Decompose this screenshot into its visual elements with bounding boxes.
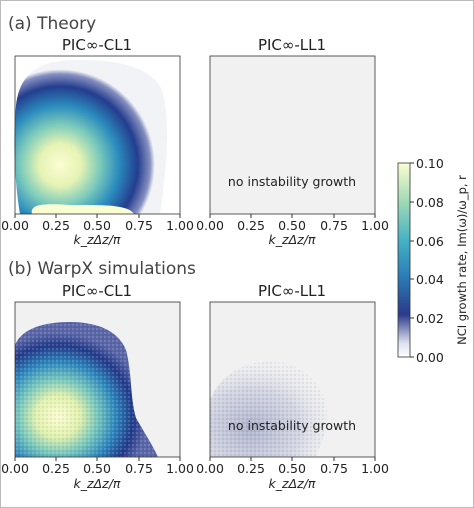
section-label-theory: (a) Theory (8, 14, 96, 34)
x-axis-label: k_zΔz/π (74, 232, 121, 247)
x-tick-label: 1.00 (361, 461, 389, 476)
x-tick-label: 0.25 (237, 218, 265, 233)
colorbar-tick-label: 0.10 (416, 156, 444, 171)
x-tick-label: 0.75 (125, 218, 153, 233)
pixel-texture (210, 361, 327, 457)
x-tick-label: 0.25 (42, 461, 70, 476)
growth-rate-region (14, 60, 168, 214)
x-tick-label: 0.00 (1, 218, 29, 233)
colorbar-tick-label: 0.08 (416, 195, 444, 210)
x-tick-label: 0.75 (320, 218, 348, 233)
colorbar-tick-label: 0.00 (416, 350, 444, 365)
x-axis-label: k_zΔz/π (74, 476, 121, 491)
panel-title: PIC∞-CL1 (62, 36, 132, 54)
x-tick-label: 0.50 (278, 218, 306, 233)
x-tick-label: 0.50 (278, 461, 306, 476)
x-tick-label: 0.50 (83, 218, 111, 233)
panel-title: PIC∞-CL1 (62, 282, 132, 300)
x-tick-label: 0.75 (125, 461, 153, 476)
panel-warpx-ll1: PIC∞-LL1 no instability growth 0.00 0.25… (196, 282, 389, 491)
colorbar-label: NCI growth rate, Im(ω)/ω_p, r (455, 175, 469, 345)
x-tick-label: 0.25 (237, 461, 265, 476)
colorbar-tick-label: 0.06 (416, 234, 444, 249)
plot-area (209, 55, 376, 215)
x-tick-labels: 0.00 0.25 0.50 0.75 1.00 (1, 214, 194, 233)
panel-theory-ll1: PIC∞-LL1 no instability growth 0.00 0.25… (196, 36, 389, 247)
panel-warpx-cl1: PIC∞-CL1 0.00 0.25 0.50 0.75 1.00 k_zΔz/… (1, 282, 194, 491)
x-tick-label: 0.00 (196, 461, 224, 476)
colorbar: 0.10 0.08 0.06 0.04 0.02 0.00 NCI growth… (397, 156, 469, 365)
x-tick-labels: 0.00 0.25 0.50 0.75 1.00 (196, 214, 389, 233)
colorbar-gradient (397, 162, 411, 358)
panel-title: PIC∞-LL1 (258, 282, 326, 300)
x-tick-label: 0.75 (320, 461, 348, 476)
no-growth-annotation: no instability growth (228, 418, 356, 433)
colorbar-tick-label: 0.02 (416, 311, 444, 326)
x-axis-label: k_zΔz/π (269, 476, 316, 491)
x-tick-label: 1.00 (361, 218, 389, 233)
no-growth-annotation: no instability growth (228, 174, 356, 189)
growth-rate-peak-band (31, 204, 134, 214)
section-label-warpx: (b) WarpX simulations (8, 259, 196, 279)
x-tick-label: 0.25 (42, 218, 70, 233)
pixel-texture (15, 322, 158, 457)
x-tick-labels: 0.00 0.25 0.50 0.75 1.00 (1, 457, 194, 476)
x-tick-label: 1.00 (166, 461, 194, 476)
panel-theory-cl1: PIC∞-CL1 0.00 0.25 0.50 0.75 1.00 k_zΔz/… (1, 36, 194, 247)
x-tick-labels: 0.00 0.25 0.50 0.75 1.00 (196, 457, 389, 476)
x-tick-label: 0.00 (196, 218, 224, 233)
colorbar-tick-label: 0.04 (416, 272, 444, 287)
x-tick-label: 0.50 (83, 461, 111, 476)
x-tick-label: 1.00 (166, 218, 194, 233)
x-axis-label: k_zΔz/π (269, 232, 316, 247)
x-tick-label: 0.00 (1, 461, 29, 476)
panel-title: PIC∞-LL1 (258, 36, 326, 54)
